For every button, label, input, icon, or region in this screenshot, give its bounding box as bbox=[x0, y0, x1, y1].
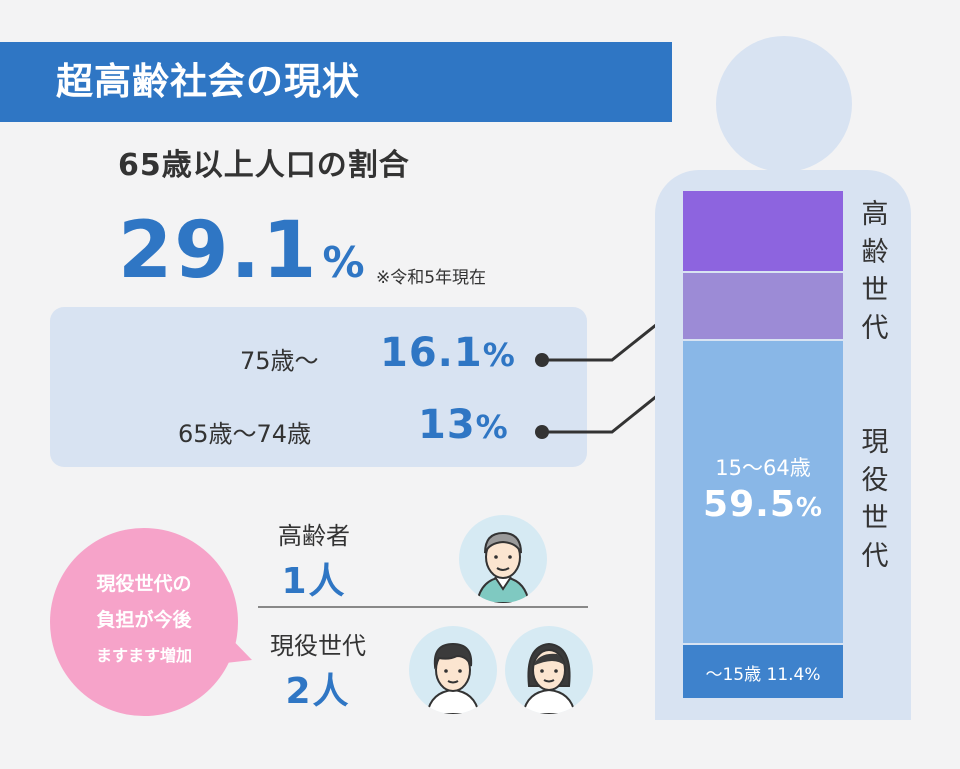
young-label: ～15歳 11.4% bbox=[705, 665, 821, 685]
segment-15-64 bbox=[683, 341, 843, 643]
total-value: 29.1 bbox=[118, 206, 319, 296]
breakdown-panel bbox=[50, 307, 587, 467]
bubble-text: 現役世代の 負担が今後 ますます増加 bbox=[64, 566, 224, 674]
bubble-line-1: 現役世代の bbox=[96, 573, 192, 595]
total-unit: % bbox=[322, 238, 367, 287]
working-range-label: 15～64歳 bbox=[715, 456, 811, 480]
bubble-line-2: 負担が今後 bbox=[96, 609, 192, 631]
breakdown-label-65-74: 65歳～74歳 bbox=[178, 420, 312, 448]
working-group-char: 世 bbox=[861, 503, 889, 534]
unit-65-74: % bbox=[475, 408, 509, 446]
elderly-label: 高齢者 bbox=[278, 522, 350, 550]
working-value: 59.5 bbox=[703, 484, 796, 525]
value-75plus: 16.1 bbox=[380, 330, 483, 376]
working-avatar-female bbox=[505, 626, 593, 714]
title-banner bbox=[0, 42, 672, 122]
elderly-person-icon bbox=[475, 531, 531, 603]
speech-bubble bbox=[50, 528, 238, 716]
value-65-74: 13 bbox=[418, 402, 476, 448]
speech-bubble-tail bbox=[208, 625, 252, 665]
subtitle: 65歳以上人口の割合 bbox=[118, 148, 410, 183]
elderly-group-char: 代 bbox=[861, 313, 889, 344]
segment-65-74 bbox=[683, 273, 843, 339]
elderly-avatar bbox=[459, 515, 547, 603]
working-group-char: 代 bbox=[861, 541, 889, 572]
working-avatar-male bbox=[409, 626, 497, 714]
total-percentage: 29.1% bbox=[118, 208, 367, 306]
elderly-group-label: 高 齢 世 代 bbox=[858, 196, 892, 348]
breakdown-label-75plus: 75歳～ bbox=[240, 347, 319, 375]
breakdown-value-75plus: 16.1% bbox=[380, 330, 516, 376]
unit-75plus: % bbox=[482, 336, 516, 374]
working-percentage: 59.5% bbox=[683, 484, 843, 525]
working-group-char: 役 bbox=[861, 465, 889, 496]
working-label: 現役世代 bbox=[270, 632, 366, 660]
working-group-char: 現 bbox=[861, 427, 889, 458]
page-title: 超高齢社会の現状 bbox=[56, 60, 360, 103]
elderly-count: 1人 bbox=[281, 561, 347, 602]
bubble-shape bbox=[50, 528, 252, 716]
elderly-group-char: 世 bbox=[861, 275, 889, 306]
bubble-line-3: ますます増加 bbox=[95, 646, 192, 665]
elderly-group-char: 齢 bbox=[861, 237, 889, 268]
man-icon bbox=[425, 642, 481, 714]
date-note: ※令和5年現在 bbox=[376, 268, 487, 288]
person-head bbox=[716, 36, 852, 172]
elderly-group-char: 高 bbox=[861, 199, 889, 230]
working-unit: % bbox=[795, 493, 823, 523]
divider bbox=[258, 606, 588, 608]
breakdown-value-65-74: 13% bbox=[418, 402, 509, 448]
working-count: 2人 bbox=[285, 671, 351, 712]
segment-under-15 bbox=[683, 645, 843, 698]
working-group-label: 現 役 世 代 bbox=[858, 424, 892, 576]
connector-dot bbox=[535, 425, 549, 439]
segment-75plus bbox=[683, 191, 843, 271]
woman-icon bbox=[521, 642, 577, 714]
connector-dot bbox=[535, 353, 549, 367]
